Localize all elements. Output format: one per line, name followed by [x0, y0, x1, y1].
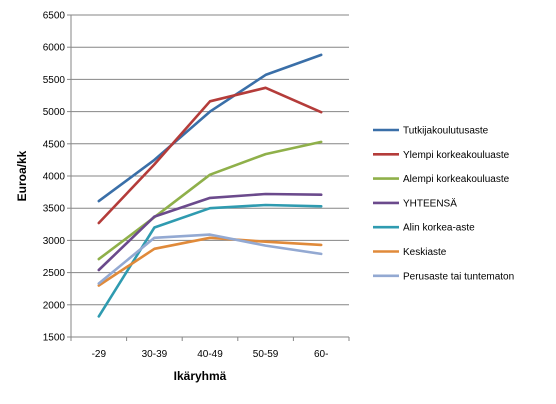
y-tick-label: 2000	[43, 300, 66, 311]
legend-label: YHTEENSÄ	[403, 197, 457, 209]
y-tick-label: 5500	[43, 75, 66, 86]
series-line-5	[97, 236, 323, 287]
y-tick-labels: 1500 2000 2500 3000 3500 4000 4500 5000 5500 6000…	[43, 11, 66, 344]
y-tick-label: 1500	[43, 333, 66, 344]
axes	[70, 15, 350, 341]
x-axis-title: Ikäryhmä	[174, 369, 227, 383]
series-line-6	[97, 233, 323, 285]
x-tick-labels: -29 30-39 40-49 50-59 60-	[92, 349, 329, 360]
series-line-3	[97, 192, 323, 272]
y-tick-label: 4000	[43, 172, 66, 183]
x-tick-label: 60-	[314, 349, 328, 360]
y-tick-label: 2500	[43, 268, 66, 279]
x-tick-label: 40-49	[197, 349, 223, 360]
y-tick-label: 4500	[43, 139, 66, 150]
legend-label: Perusaste tai tuntematon	[403, 271, 514, 282]
y-tick-label: 3500	[43, 204, 66, 215]
series-line-1	[97, 86, 323, 225]
series-lines	[97, 53, 323, 318]
legend-label: Alin korkea-aste	[403, 223, 475, 234]
x-tick-label: 50-59	[253, 349, 279, 360]
y-tick-label: 5000	[43, 107, 66, 118]
legend-label: Ylempi korkeakouluaste	[403, 150, 510, 161]
x-tick-label: 30-39	[142, 349, 168, 360]
legend-label: Alempi korkeakouluaste	[403, 174, 510, 185]
series-line-4	[97, 203, 323, 318]
y-tick-label: 3000	[43, 236, 66, 247]
legend-label: Tutkijakoulutusaste	[403, 126, 489, 137]
y-axis-title: Euroa/kk	[15, 150, 29, 201]
series-line-2	[97, 140, 323, 261]
series-line-0	[97, 53, 323, 203]
legend: Tutkijakoulutusaste Ylempi korkeakouluast…	[373, 126, 514, 282]
y-tick-label: 6500	[43, 11, 66, 22]
y-tick-label: 6000	[43, 43, 66, 54]
legend-label: Keskiaste	[403, 247, 447, 258]
x-tick-label: -29	[92, 349, 107, 360]
